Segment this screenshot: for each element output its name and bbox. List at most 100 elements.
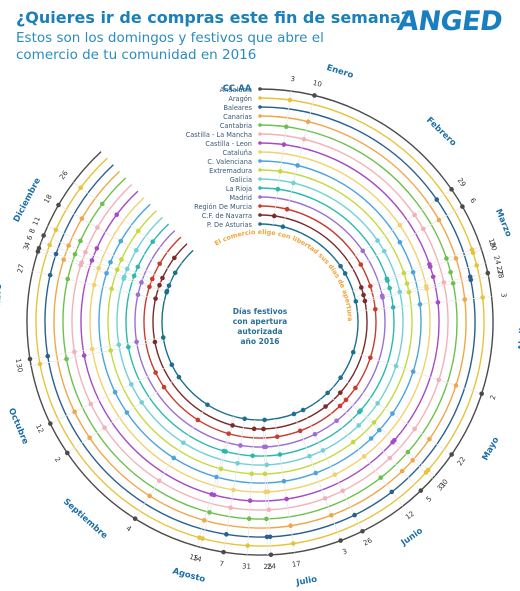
dot-julio-24-3 <box>267 534 273 540</box>
day-label-marzo-19: 19 <box>487 237 497 248</box>
dot-diciembre-26-2 <box>78 185 83 191</box>
dot-diciembre-11-12 <box>135 264 141 270</box>
legend-item: Región De Murcia <box>194 203 252 211</box>
spoke-mayo-22 <box>340 377 452 455</box>
legend-marker <box>258 186 262 190</box>
dot-octubre-12-16 <box>169 362 175 368</box>
dot-noviembre-27-5 <box>65 276 71 282</box>
dot-abril-3-12 <box>390 305 396 310</box>
dot-agosto-14-15 <box>230 423 235 428</box>
dot-junio-5-14 <box>337 403 343 409</box>
center-title-line: Días festivos <box>233 307 288 316</box>
ring-15 <box>152 214 368 430</box>
dot-mayo-2-11 <box>393 363 399 369</box>
dot-mayo-22-11 <box>375 401 380 406</box>
dot-mayo-22-14 <box>353 385 358 391</box>
dot-octubre-30-2 <box>37 361 43 367</box>
dot-agosto-7-8 <box>231 487 236 493</box>
dot-julio-3-9 <box>313 470 319 476</box>
region-legend: AndalucíaAragónBalearesCanariasCantabria… <box>186 86 262 229</box>
dot-junio-12-10 <box>350 439 356 445</box>
center-title-line: autorizada <box>237 327 282 336</box>
dot-junio-26-1 <box>360 528 365 534</box>
dot-julio-24-8 <box>265 489 271 495</box>
dot-enero-10-1 <box>312 93 317 98</box>
spoke-agosto-15 <box>196 416 234 547</box>
dot-junio-26-16 <box>300 407 306 413</box>
dot-mayo-22-16 <box>338 375 343 381</box>
dot-enero-10-16 <box>280 224 286 230</box>
dot-julio-25-15 <box>261 426 266 432</box>
dot-diciembre-8-16 <box>166 283 172 288</box>
dot-julio-24-11 <box>264 462 270 468</box>
day-label-mayo-30: 30 <box>438 478 450 490</box>
dot-junio-12-13 <box>334 418 339 424</box>
month-label-enero: Enero <box>325 63 355 81</box>
dot-junio-5-16 <box>325 390 330 396</box>
dot-febrero-29-13 <box>360 248 366 254</box>
dot-mayo-2-16 <box>350 349 356 355</box>
dot-diciembre-6-12 <box>131 273 137 279</box>
dot-marzo-24-10 <box>404 281 410 286</box>
dot-diciembre-4-1 <box>36 246 42 251</box>
dot-octubre-12-4 <box>72 409 77 415</box>
legend-marker <box>258 123 262 127</box>
dot-diciembre-3-14 <box>147 284 152 290</box>
dot-agosto-7-11 <box>235 460 240 466</box>
dot-julio-17-14 <box>274 434 280 440</box>
dot-enero-10-4 <box>305 119 311 125</box>
dot-diciembre-4-11 <box>122 274 127 280</box>
dot-mayo-2-9 <box>410 369 416 374</box>
dot-septiembre-4-14 <box>195 417 201 423</box>
dot-marzo-24-15 <box>361 292 366 298</box>
dot-junio-26-8 <box>332 472 338 477</box>
month-label-septiembre: Septiembre <box>61 497 109 542</box>
center-title-line: año 2016 <box>240 337 279 346</box>
dot-diciembre-8-6 <box>83 249 88 255</box>
spoke-mayo-30 <box>333 386 436 477</box>
dot-julio-3-1 <box>338 538 343 543</box>
dot-marzo-27-11 <box>397 289 403 295</box>
spoke-diciembre-4 <box>38 247 168 292</box>
dot-diciembre-8-1 <box>41 233 46 238</box>
day-label-octubre-12: 12 <box>34 423 45 435</box>
dot-mayo-30-12 <box>358 408 363 413</box>
dot-septiembre-4-11 <box>181 440 186 446</box>
dot-octubre-30-12 <box>126 344 131 350</box>
dot-diciembre-18-11 <box>134 247 139 253</box>
dot-junio-12-8 <box>361 454 367 459</box>
dot-marzo-24-5 <box>448 269 453 275</box>
dot-septiembre-4-4 <box>147 493 152 499</box>
dot-marzo-20-7 <box>427 264 433 270</box>
legend-title: CC.AA <box>223 84 252 94</box>
dot-mayo-2-4 <box>453 383 459 388</box>
day-label-marzo-24: 24 <box>492 255 502 266</box>
legend-marker <box>258 141 262 145</box>
spoke-febrero-29 <box>340 189 452 267</box>
dot-julio-3-16 <box>291 411 297 417</box>
day-label-julio-17: 17 <box>291 560 301 569</box>
dot-diciembre-18-4 <box>79 216 85 221</box>
spoke-enero-3 <box>272 91 292 225</box>
ring-13 <box>134 196 386 448</box>
legend-item: La Rioja <box>226 185 252 193</box>
dot-diciembre-18-1 <box>56 202 61 208</box>
dot-octubre-30-15 <box>152 339 158 345</box>
spoke-diciembre-6 <box>41 241 169 289</box>
dot-noviembre-1-8 <box>89 346 95 352</box>
dot-enero-3-12 <box>275 186 281 192</box>
dot-agosto-14-12 <box>223 449 228 454</box>
day-label-octubre-2: 2 <box>53 456 62 464</box>
dot-enero-3-5 <box>284 124 289 130</box>
dot-mayo-31-4 <box>410 458 415 463</box>
spoke-julio-3 <box>293 413 342 541</box>
dot-marzo-19-15 <box>358 285 364 290</box>
month-label-noviembre: Noviembre <box>0 284 4 337</box>
dot-diciembre-26-15 <box>172 255 177 261</box>
dot-marzo-20-9 <box>410 269 416 275</box>
dot-julio-31-10 <box>249 471 254 477</box>
dot-julio-31-7 <box>247 498 253 504</box>
month-label-diciembre: Diciembre <box>12 176 43 224</box>
dot-noviembre-27-10 <box>109 286 114 292</box>
ring-14 <box>143 205 377 439</box>
